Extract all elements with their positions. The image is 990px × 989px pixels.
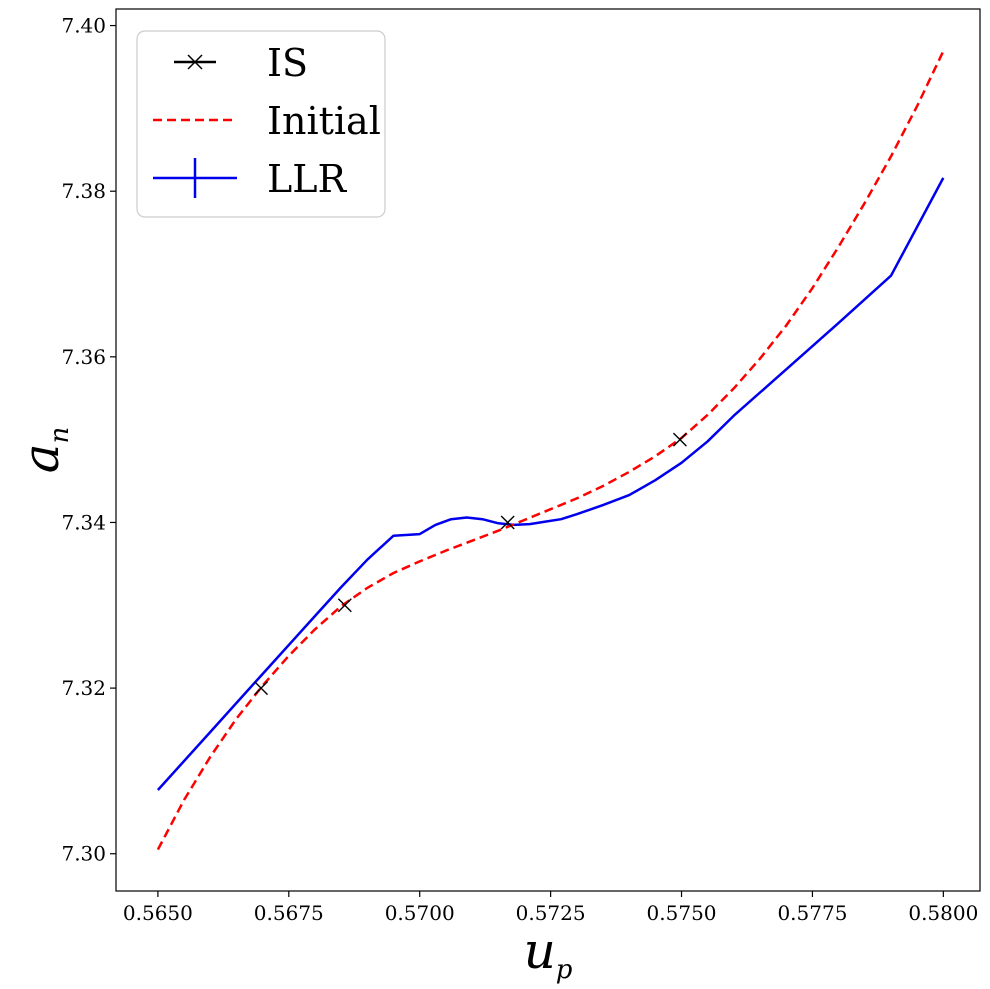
y-tick-label: 7.32 xyxy=(61,676,106,700)
plot-frame xyxy=(115,8,981,892)
y-axis-ticks: 7.30 7.32 7.34 7.36 7.38 7.40 xyxy=(61,14,116,866)
y-axis-label-main: a xyxy=(12,443,70,473)
y-axis-label: an xyxy=(12,427,75,474)
x-axis-label: up xyxy=(524,922,573,985)
legend: IS Initial LLR xyxy=(136,30,386,218)
is-point-marker xyxy=(254,681,269,696)
series-line-llr xyxy=(156,177,945,791)
is-point-marker xyxy=(500,515,515,530)
series-line-initial xyxy=(156,50,945,851)
legend-item-llr: LLR xyxy=(153,157,347,201)
x-tick-label: 0.5725 xyxy=(516,901,586,925)
legend-label-llr: LLR xyxy=(267,157,347,201)
y-tick-label: 7.38 xyxy=(61,179,106,203)
is-point-marker xyxy=(672,432,687,447)
x-tick-label: 0.5775 xyxy=(777,901,847,925)
legend-label-is: IS xyxy=(267,41,308,85)
is-point-marker xyxy=(337,598,352,613)
x-axis-label-sub: p xyxy=(556,955,573,985)
y-tick-label: 7.34 xyxy=(61,510,106,534)
legend-item-is: IS xyxy=(174,41,308,85)
legend-box xyxy=(136,30,386,218)
x-tick-label: 0.5700 xyxy=(385,901,455,925)
x-tick-label: 0.5675 xyxy=(254,901,324,925)
x-tick-label: 0.5650 xyxy=(123,901,193,925)
legend-label-initial: Initial xyxy=(267,99,381,143)
x-axis-label-main: u xyxy=(524,922,556,980)
x-tick-label: 0.5800 xyxy=(908,901,978,925)
series-layer xyxy=(156,50,945,851)
legend-item-initial: Initial xyxy=(153,99,381,143)
y-tick-label: 7.40 xyxy=(61,14,106,38)
y-axis-label-sub: n xyxy=(45,427,75,444)
x-tick-label: 0.5750 xyxy=(647,901,717,925)
x-axis-ticks: 0.5650 0.5675 0.5700 0.5725 0.5750 0.5775 0.58… xyxy=(123,891,978,925)
y-tick-label: 7.36 xyxy=(61,345,106,369)
y-tick-label: 7.30 xyxy=(61,842,106,866)
